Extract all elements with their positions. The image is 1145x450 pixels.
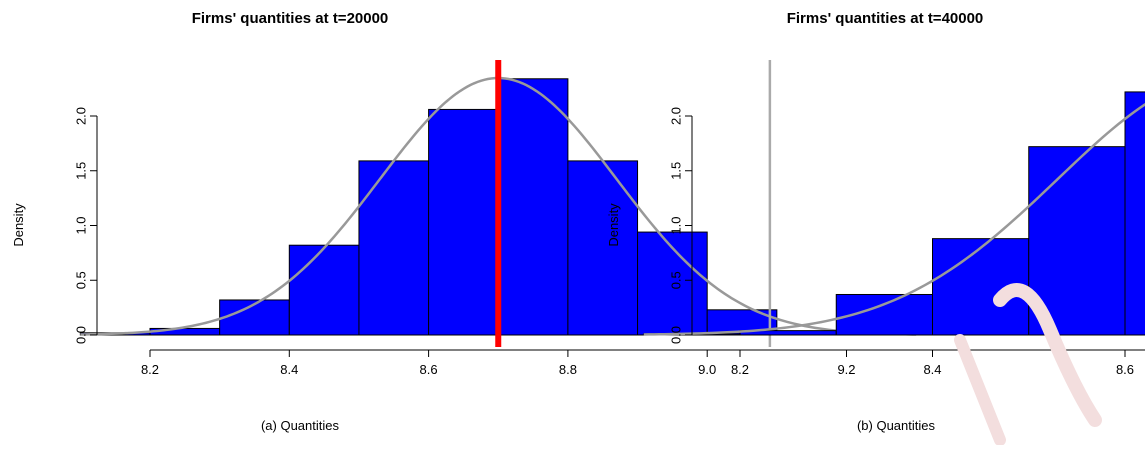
caption-a: (a) Quantities [261,418,340,433]
histogram-bars-b [643,91,1145,336]
histogram-bar-a-3 [288,244,360,336]
y-axis-label-a: Density [11,203,26,247]
overlay-lines-b [643,102,1145,336]
panel-a: Firms' quantities at t=20000 Density (a)… [11,10,917,433]
caption-b: (b) Quantities [857,418,936,433]
x-tick-label-b-2: 8.6 [1116,362,1134,377]
y-tick-label-a-2: 1.0 [73,216,88,234]
y-tick-label-a-4: 2.0 [73,107,88,125]
histogram-bar-b-3 [932,238,1030,336]
y-tick-label-b-4: 2.0 [668,107,683,125]
x-tick-label-b-0: 8.2 [731,362,749,377]
chart-title-a: Firms' quantities at t=20000 [192,10,389,27]
y-tick-label-b-1: 0.5 [668,271,683,289]
y-tick-label-b-0: 0.0 [668,326,683,344]
histogram-bar-a-5 [428,108,499,336]
chart-title-b: Firms' quantities at t=40000 [787,10,984,27]
panel-b: Firms' quantities at t=40000 Density (b)… [606,10,1145,433]
x-tick-label-a-0: 8.2 [141,362,159,377]
axes-a: 8.2 8.4 8.6 8.8 9.0 9.2 0.0 0.5 1.0 1.5 2.0 [73,107,855,377]
y-tick-label-b-2: 1.0 [668,216,683,234]
histogram-bar-a-6 [497,78,569,336]
histogram-bar-b-4 [1028,146,1126,336]
x-tick-label-b-1: 8.4 [923,362,941,377]
y-axis-label-b: Density [606,203,621,247]
axes-b: 8.28.48.68.89.09.29.40.00.51.01.52.0 [668,107,1145,377]
y-tick-label-b-3: 1.5 [668,162,683,180]
y-tick-label-a-0: 0.0 [73,326,88,344]
x-tick-label-a-3: 8.8 [559,362,577,377]
histogram-bar-a-2 [219,299,290,336]
overlay-lines-a [80,60,917,347]
x-tick-label-a-4: 9.0 [698,362,716,377]
histogram-bars-a [79,78,847,336]
histogram-bar-b-5 [1124,91,1145,336]
histogram-bar-a-4 [358,160,430,336]
x-tick-label-a-1: 8.4 [280,362,298,377]
y-tick-label-a-3: 1.5 [73,162,88,180]
y-tick-label-a-1: 0.5 [73,271,88,289]
x-tick-label-a-5: 9.2 [837,362,855,377]
histogram-bar-a-7 [567,160,639,336]
x-tick-label-a-2: 8.6 [420,362,438,377]
normal-curve-b [643,102,1145,336]
